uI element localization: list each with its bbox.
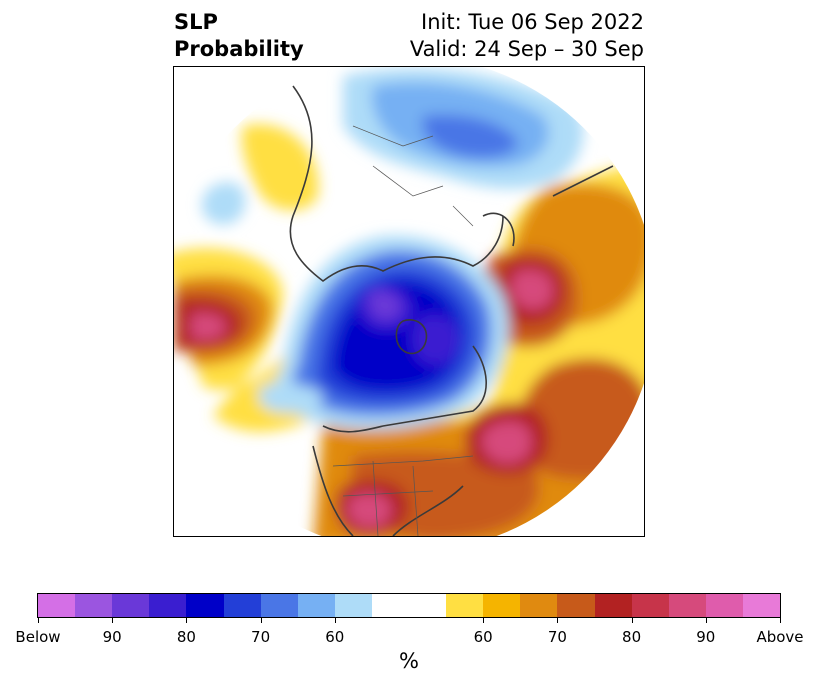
colorbar-tick: [557, 618, 559, 623]
colorbar-tick: [38, 618, 39, 623]
colorbar-tick: [631, 618, 633, 623]
title-line-probability: Probability: [174, 37, 304, 61]
colorbar-segment: [112, 594, 150, 617]
colorbar-tick: [780, 618, 781, 623]
colorbar-unit-label: %: [399, 649, 419, 673]
map-dates: Init: Tue 06 Sep 2022 Valid: 24 Sep – 30…: [410, 9, 644, 63]
colorbar-tick-label: 60: [325, 628, 345, 646]
colorbar-segment: [186, 594, 224, 617]
probability-field: [173, 68, 645, 537]
colorbar-tick-label: 80: [622, 628, 642, 646]
colorbar-segment: [38, 594, 76, 617]
colorbar-segment: [483, 594, 521, 617]
coastlines: [289, 85, 614, 537]
colorbar-segment: [334, 594, 373, 617]
colorbar-segment: [297, 594, 336, 617]
colorbar-tick: [483, 618, 485, 623]
colorbar-tick: [186, 618, 188, 623]
colorbar-tick-label: 90: [696, 628, 716, 646]
colorbar-segment: [742, 594, 781, 617]
colorbar-segment: [631, 594, 670, 617]
colorbar-segment: [223, 594, 262, 617]
colorbar-segment: [668, 594, 707, 617]
title-line-slp: SLP: [174, 10, 218, 34]
colorbar-segment: [75, 594, 113, 617]
colorbar-segment: [371, 594, 410, 617]
colorbar-tick: [705, 618, 707, 623]
colorbar-segment: [149, 594, 187, 617]
borders: [332, 125, 474, 537]
colorbar-segment: [557, 594, 595, 617]
map-border: [173, 66, 645, 537]
map-title: SLP Probability: [174, 9, 304, 63]
colorbar-tick: [112, 618, 114, 623]
colorbar: [37, 593, 781, 618]
colorbar-segment: [520, 594, 558, 617]
colorbar-segment: [260, 594, 299, 617]
colorbar-tick-label: 80: [176, 628, 196, 646]
probability-map: [173, 66, 645, 537]
colorbar-tick-label: 90: [102, 628, 122, 646]
colorbar-segment: [446, 594, 484, 617]
colorbar-tick: [334, 618, 336, 623]
colorbar-segment: [705, 594, 744, 617]
colorbar-tick-label: Below: [15, 628, 61, 646]
init-date: Init: Tue 06 Sep 2022: [421, 10, 644, 34]
colorbar-segment: [594, 594, 633, 617]
valid-range: Valid: 24 Sep – 30 Sep: [409, 37, 644, 61]
colorbar-tick-label: 60: [473, 628, 493, 646]
colorbar-tick-label: 70: [547, 628, 567, 646]
colorbar-tick: [260, 618, 262, 623]
colorbar-tick-label: Above: [756, 628, 804, 646]
colorbar-tick-label: 70: [251, 628, 271, 646]
colorbar-segment: [409, 594, 447, 617]
